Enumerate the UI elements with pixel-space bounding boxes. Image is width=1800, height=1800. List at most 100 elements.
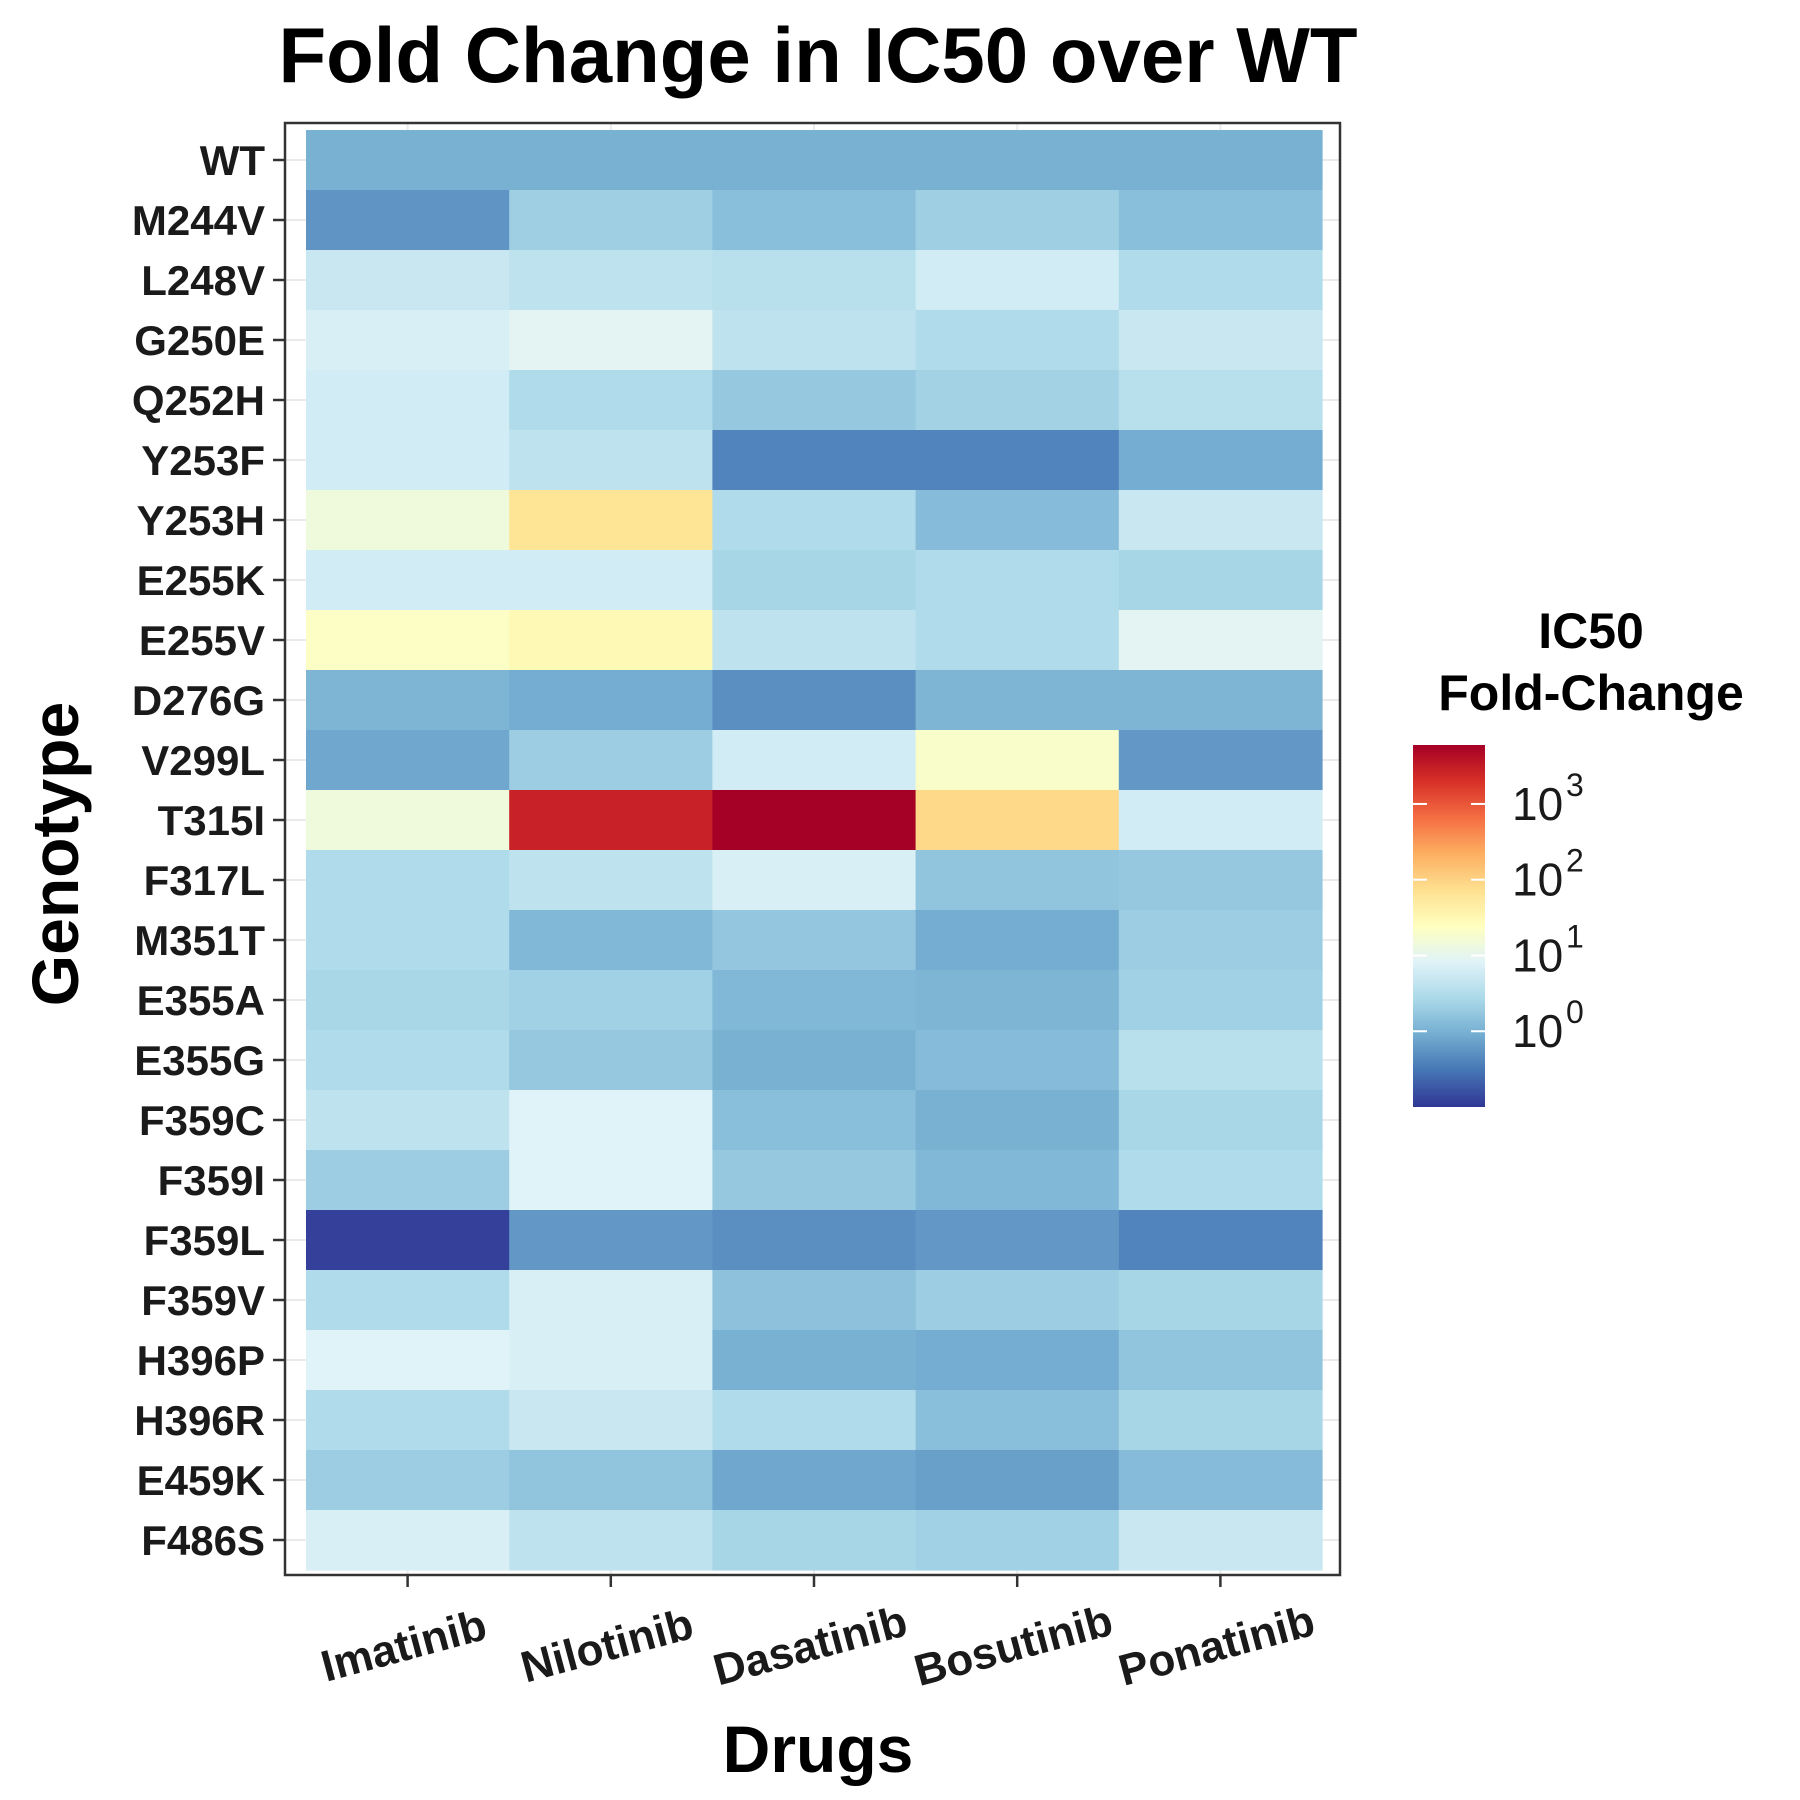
heatmap-cell-g250e-bosutinib <box>915 310 1120 371</box>
heatmap-cell-h396r-dasatinib <box>712 1390 917 1451</box>
heatmap-cell-f359i-nilotinib <box>509 1150 713 1211</box>
heatmap-cell-f359l-imatinib <box>306 1210 510 1271</box>
x-tick-label-imatinib: Imatinib <box>316 1600 492 1691</box>
y-tick-label-wt: WT <box>200 137 266 184</box>
heatmap-cell-e355a-imatinib <box>306 970 510 1031</box>
heatmap-cell-e459k-imatinib <box>306 1450 510 1511</box>
heatmap-cell-t315i-bosutinib <box>915 790 1120 851</box>
y-tick-label-e355a: E355A <box>137 977 265 1024</box>
heatmap-cell-f317l-imatinib <box>306 850 510 911</box>
heatmap-cell-m351t-imatinib <box>306 910 510 971</box>
heatmap-cell-e355g-dasatinib <box>712 1030 917 1091</box>
heatmap-cell-y253f-dasatinib <box>712 430 917 491</box>
heatmap-cell-q252h-nilotinib <box>509 370 713 431</box>
heatmap-cell-f359l-dasatinib <box>712 1210 917 1271</box>
y-tick-label-y253f: Y253F <box>141 437 265 484</box>
heatmap-cell-f317l-ponatinib <box>1118 850 1323 911</box>
heatmap-cell-e255v-bosutinib <box>915 610 1120 671</box>
heatmap-cell-y253f-nilotinib <box>509 430 713 491</box>
heatmap-cell-l248v-bosutinib <box>915 250 1120 311</box>
heatmap-cell-f359l-nilotinib <box>509 1210 713 1271</box>
heatmap-cell-d276g-dasatinib <box>712 670 917 731</box>
legend-title-line-2: Fold-Change <box>1438 665 1744 721</box>
heatmap-cell-e255v-nilotinib <box>509 610 713 671</box>
heatmap-cell-e355g-imatinib <box>306 1030 510 1091</box>
heatmap-cell-wt-ponatinib <box>1118 130 1323 191</box>
heatmap-cell-m351t-bosutinib <box>915 910 1120 971</box>
heatmap-cell-f486s-imatinib <box>306 1510 510 1571</box>
heatmap-cell-h396r-nilotinib <box>509 1390 713 1451</box>
heatmap-cell-y253f-bosutinib <box>915 430 1120 491</box>
heatmap-cell-f359i-bosutinib <box>915 1150 1120 1211</box>
y-tick-label-f359c: F359C <box>139 1097 265 1144</box>
heatmap-cell-f359c-bosutinib <box>915 1090 1120 1151</box>
y-tick-label-q252h: Q252H <box>132 377 265 424</box>
heatmap-cell-h396p-imatinib <box>306 1330 510 1391</box>
heatmap-cell-l248v-dasatinib <box>712 250 917 311</box>
heatmap-cell-f359c-dasatinib <box>712 1090 917 1151</box>
heatmap-cell-v299l-imatinib <box>306 730 510 791</box>
y-tick-label-v299l: V299L <box>141 737 265 784</box>
heatmap-cell-m351t-ponatinib <box>1118 910 1323 971</box>
y-tick-label-m351t: M351T <box>134 917 265 964</box>
y-tick-label-t315i: T315I <box>158 797 265 844</box>
legend-tick-label: 10 <box>1512 1005 1563 1057</box>
legend-tick-exponent: 3 <box>1566 767 1584 803</box>
heatmap-cell-e355g-nilotinib <box>509 1030 713 1091</box>
heatmap-cell-v299l-bosutinib <box>915 730 1120 791</box>
heatmap-cell-y253h-imatinib <box>306 490 510 551</box>
heatmap-cell-m244v-dasatinib <box>712 190 917 251</box>
legend-tick-exponent: 1 <box>1566 918 1584 954</box>
heatmap-cell-e255k-bosutinib <box>915 550 1120 611</box>
heatmap-cell-f359i-imatinib <box>306 1150 510 1211</box>
heatmap-cell-l248v-imatinib <box>306 250 510 311</box>
x-tick-label-bosutinib: Bosutinib <box>909 1596 1118 1696</box>
heatmap-cell-v299l-dasatinib <box>712 730 917 791</box>
heatmap-cell-t315i-nilotinib <box>509 790 713 851</box>
heatmap-cell-q252h-imatinib <box>306 370 510 431</box>
heatmap-cell-d276g-bosutinib <box>915 670 1120 731</box>
y-tick-label-e355g: E355G <box>134 1037 265 1084</box>
heatmap-cell-q252h-ponatinib <box>1118 370 1323 431</box>
y-tick-label-f359i: F359I <box>158 1157 265 1204</box>
heatmap-cell-f359v-nilotinib <box>509 1270 713 1331</box>
legend-tick-exponent: 0 <box>1566 994 1584 1030</box>
heatmap-cell-f486s-bosutinib <box>915 1510 1120 1571</box>
heatmap-cell-f317l-bosutinib <box>915 850 1120 911</box>
heatmap-cell-e355a-ponatinib <box>1118 970 1323 1031</box>
heatmap-cell-y253h-dasatinib <box>712 490 917 551</box>
heatmap-cell-e255v-dasatinib <box>712 610 917 671</box>
y-axis-title: Genotype <box>18 702 92 1006</box>
y-tick-label-f359l: F359L <box>144 1217 265 1264</box>
y-tick-label-e459k: E459K <box>137 1457 265 1504</box>
heatmap-cell-f359c-imatinib <box>306 1090 510 1151</box>
heatmap-cell-wt-imatinib <box>306 130 510 191</box>
heatmap-cell-v299l-nilotinib <box>509 730 713 791</box>
y-tick-label-f359v: F359V <box>141 1277 265 1324</box>
heatmap-cell-g250e-ponatinib <box>1118 310 1323 371</box>
heatmap-cell-f486s-ponatinib <box>1118 1510 1323 1571</box>
x-axis-title: Drugs <box>723 1712 914 1786</box>
heatmap-cell-t315i-imatinib <box>306 790 510 851</box>
heatmap-cell-m244v-ponatinib <box>1118 190 1323 251</box>
heatmap-cell-h396r-bosutinib <box>915 1390 1120 1451</box>
heatmap-cell-q252h-dasatinib <box>712 370 917 431</box>
heatmap-cell-e459k-nilotinib <box>509 1450 713 1511</box>
heatmap-cell-e355a-bosutinib <box>915 970 1120 1031</box>
heatmap-cell-m244v-nilotinib <box>509 190 713 251</box>
heatmap-cell-f359c-nilotinib <box>509 1090 713 1151</box>
y-tick-label-e255v: E255V <box>139 617 265 664</box>
heatmap-cell-y253h-nilotinib <box>509 490 713 551</box>
heatmap-cell-f317l-nilotinib <box>509 850 713 911</box>
legend-color-bar <box>1413 745 1485 1107</box>
y-tick-label-g250e: G250E <box>134 317 265 364</box>
legend-title-line-1: IC50 <box>1538 603 1644 659</box>
heatmap-cell-wt-bosutinib <box>915 130 1120 191</box>
heatmap-cell-h396p-dasatinib <box>712 1330 917 1391</box>
heatmap-cell-f359c-ponatinib <box>1118 1090 1323 1151</box>
heatmap-cell-f317l-dasatinib <box>712 850 917 911</box>
heatmap-cell-e459k-ponatinib <box>1118 1450 1323 1511</box>
legend-tick-label: 10 <box>1512 929 1563 981</box>
